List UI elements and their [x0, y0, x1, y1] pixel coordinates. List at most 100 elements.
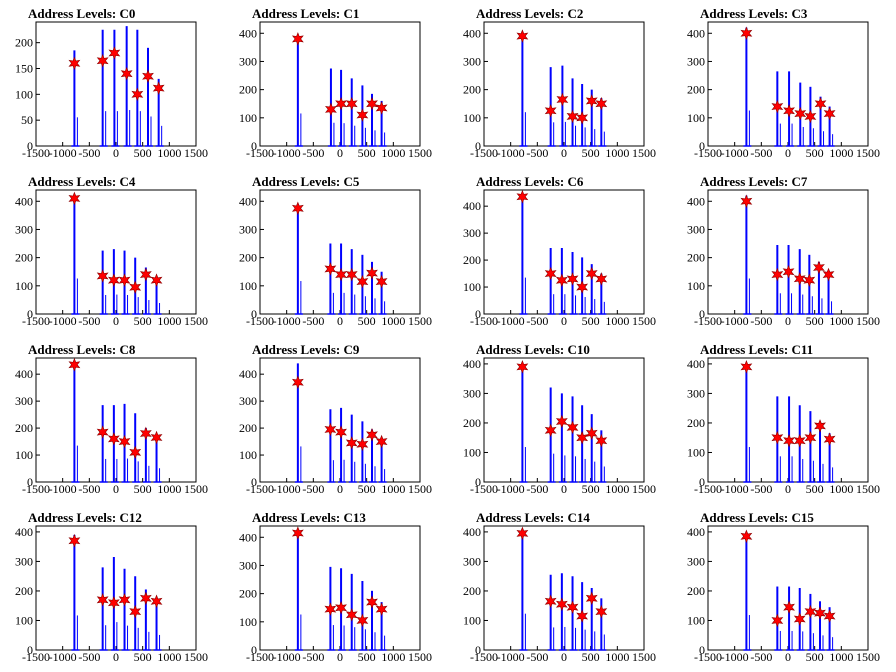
x-tick-label: -500 — [302, 314, 324, 328]
red-star-marker — [68, 533, 81, 548]
red-star-marker — [107, 595, 120, 610]
panel-c4: Address Levels: C4 0 100 200 300 400 -1500-100… — [15, 174, 208, 328]
y-tick-label: 0 — [27, 475, 33, 489]
red-star-marker — [585, 426, 598, 441]
red-star-marker — [585, 266, 598, 281]
y-tick-label: 300 — [687, 222, 705, 236]
x-tick-label: 1500 — [408, 482, 432, 496]
x-tick-label: -500 — [526, 482, 548, 496]
x-tick-label: -1000 — [721, 650, 749, 664]
red-star-marker — [291, 32, 304, 46]
x-tick-label: 1500 — [856, 650, 880, 664]
x-tick-label: 1500 — [632, 650, 656, 664]
x-tick-label: 500 — [806, 650, 824, 664]
red-star-marker — [345, 607, 358, 622]
y-tick-label: 0 — [699, 307, 705, 321]
x-tick-label: 0 — [785, 146, 791, 160]
x-tick-label: -1000 — [497, 482, 525, 496]
y-tick-label: 300 — [687, 554, 705, 568]
x-tick-label: -1000 — [497, 650, 525, 664]
x-tick-label: -1500 — [22, 314, 50, 328]
y-tick-label: 100 — [15, 279, 33, 293]
red-star-marker — [375, 434, 388, 449]
x-tick-label: 1000 — [157, 146, 181, 160]
red-star-marker — [375, 274, 388, 289]
y-tick-label: 200 — [15, 421, 33, 435]
y-tick-label: 400 — [239, 194, 257, 208]
y-tick-label: 100 — [15, 613, 33, 627]
red-star-marker — [566, 109, 579, 124]
red-star-marker — [150, 273, 163, 288]
panel-title: Address Levels: C3 — [700, 6, 808, 21]
red-star-marker — [740, 194, 753, 209]
red-star-marker — [783, 600, 795, 615]
y-tick-label: 200 — [463, 253, 481, 267]
x-tick-label: -1500 — [246, 146, 274, 160]
red-star-marker — [740, 529, 753, 544]
x-tick-label: -1500 — [694, 146, 722, 160]
y-tick-label: 100 — [15, 87, 33, 101]
panel-title: Address Levels: C13 — [252, 510, 366, 525]
x-tick-label: 0 — [561, 314, 567, 328]
x-tick-label: 500 — [582, 146, 600, 160]
red-star-marker — [783, 103, 795, 118]
red-star-marker — [740, 360, 753, 374]
red-star-marker — [152, 81, 165, 95]
x-tick-label: 1000 — [605, 146, 629, 160]
x-tick-label: -500 — [302, 650, 324, 664]
red-star-marker — [139, 267, 152, 282]
x-tick-label: 500 — [134, 482, 152, 496]
y-tick-label: 200 — [687, 251, 705, 265]
x-tick-label: 1000 — [605, 650, 629, 664]
x-tick-label: -1000 — [49, 314, 77, 328]
plot-frame — [259, 21, 421, 147]
red-star-marker — [556, 92, 569, 107]
red-star-marker — [96, 592, 109, 607]
panel-c6: Address Levels: C6 0 100 200 300 400 -1500-100… — [463, 174, 656, 328]
red-star-marker — [131, 87, 144, 102]
x-tick-label: -1500 — [246, 482, 274, 496]
x-tick-label: -500 — [78, 482, 100, 496]
panel-c9: Address Levels: C9 0 100 200 300 400 -1500-100… — [239, 342, 432, 496]
y-tick-label: 300 — [463, 54, 481, 68]
panel-c11: Address Levels: C11 0 100 200 300 400 -1500-10… — [687, 342, 880, 496]
red-star-marker — [804, 604, 817, 619]
red-star-marker — [335, 425, 347, 439]
red-star-marker — [544, 103, 557, 118]
red-star-marker — [291, 201, 304, 216]
x-tick-label: -500 — [526, 650, 548, 664]
panel-c7: Address Levels: C7 0 100 200 300 400 -1500-100… — [687, 174, 880, 328]
x-tick-label: -1500 — [22, 482, 50, 496]
x-tick-label: -1500 — [22, 146, 50, 160]
x-tick-label: -500 — [750, 314, 772, 328]
red-star-marker — [335, 96, 347, 111]
x-tick-label: -1000 — [721, 146, 749, 160]
panel-c5: Address Levels: C5 0 100 200 300 400 -1500-100… — [239, 174, 432, 328]
x-tick-label: 500 — [358, 314, 376, 328]
red-star-marker — [68, 357, 81, 372]
x-tick-label: -1500 — [470, 482, 498, 496]
x-tick-label: -1500 — [22, 650, 50, 664]
red-star-marker — [516, 29, 529, 43]
red-star-marker — [585, 94, 598, 108]
red-star-marker — [345, 436, 358, 450]
red-star-marker — [576, 430, 589, 445]
x-tick-label: -500 — [302, 146, 324, 160]
x-tick-label: -1500 — [470, 650, 498, 664]
y-tick-label: 300 — [687, 54, 705, 68]
red-star-marker — [566, 600, 579, 615]
y-tick-label: 400 — [687, 194, 705, 208]
red-star-marker — [345, 96, 358, 111]
y-tick-label: 100 — [239, 279, 257, 293]
x-tick-label: -1500 — [694, 482, 722, 496]
red-star-marker — [107, 432, 120, 446]
red-star-marker — [129, 280, 142, 295]
y-tick-label: 300 — [239, 394, 257, 408]
y-tick-label: 0 — [699, 475, 705, 489]
y-tick-label: 100 — [239, 448, 257, 462]
x-tick-label: 0 — [561, 146, 567, 160]
red-star-marker — [814, 606, 826, 620]
red-star-marker — [107, 273, 120, 288]
red-star-marker — [356, 613, 369, 628]
y-tick-label: 100 — [239, 111, 257, 125]
